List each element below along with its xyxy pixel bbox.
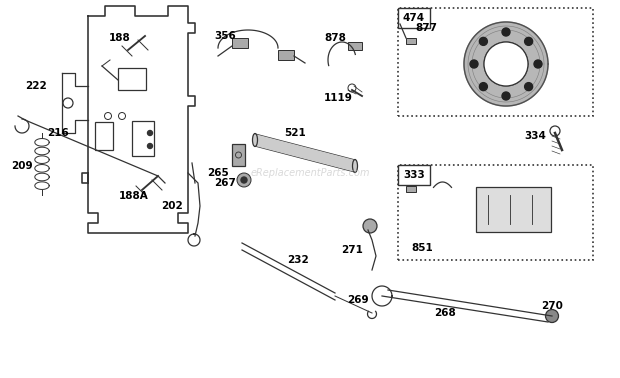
Bar [348, 42, 362, 50]
Text: 209: 209 [11, 161, 33, 171]
Circle shape [525, 83, 533, 91]
Bar [406, 38, 416, 44]
Bar [398, 165, 430, 185]
Bar [398, 165, 593, 260]
Text: 188A: 188A [119, 191, 149, 201]
Bar [398, 8, 593, 116]
Text: 334: 334 [524, 131, 546, 141]
Ellipse shape [484, 42, 528, 86]
Circle shape [148, 144, 153, 149]
Text: 188: 188 [109, 33, 131, 43]
Bar [476, 187, 551, 232]
Ellipse shape [464, 22, 548, 106]
Bar [232, 144, 245, 166]
Text: 271: 271 [341, 245, 363, 255]
Circle shape [237, 173, 251, 187]
Circle shape [502, 28, 510, 36]
Text: 232: 232 [287, 255, 309, 265]
Text: 269: 269 [347, 295, 369, 305]
Text: 267: 267 [214, 178, 236, 188]
Text: 270: 270 [541, 301, 563, 311]
Circle shape [546, 310, 559, 322]
Ellipse shape [353, 160, 358, 172]
Text: 202: 202 [161, 201, 183, 211]
Text: 356: 356 [214, 31, 236, 41]
Circle shape [525, 37, 533, 45]
Circle shape [241, 177, 247, 183]
Circle shape [479, 37, 487, 45]
Text: 851: 851 [411, 243, 433, 253]
Text: 268: 268 [434, 308, 456, 318]
Text: 333: 333 [403, 170, 425, 180]
Circle shape [470, 60, 478, 68]
Bar [406, 186, 416, 192]
Circle shape [502, 92, 510, 100]
Bar [95, 122, 113, 150]
Text: 1119: 1119 [324, 93, 352, 103]
Text: 878: 878 [324, 33, 346, 43]
Text: 521: 521 [284, 128, 306, 138]
Circle shape [363, 219, 377, 233]
Text: 877: 877 [415, 23, 437, 33]
Bar [232, 38, 248, 48]
Bar [132, 121, 154, 156]
PathPatch shape [255, 134, 355, 172]
Text: 216: 216 [47, 128, 69, 138]
Bar [118, 68, 146, 90]
Circle shape [148, 130, 153, 135]
Text: 265: 265 [207, 168, 229, 178]
Circle shape [534, 60, 542, 68]
Ellipse shape [252, 133, 257, 147]
Text: eReplacementParts.com: eReplacementParts.com [250, 168, 370, 178]
Circle shape [479, 83, 487, 91]
Bar [278, 50, 294, 60]
Bar [398, 8, 430, 28]
Text: 222: 222 [25, 81, 47, 91]
Text: 474: 474 [403, 13, 425, 23]
